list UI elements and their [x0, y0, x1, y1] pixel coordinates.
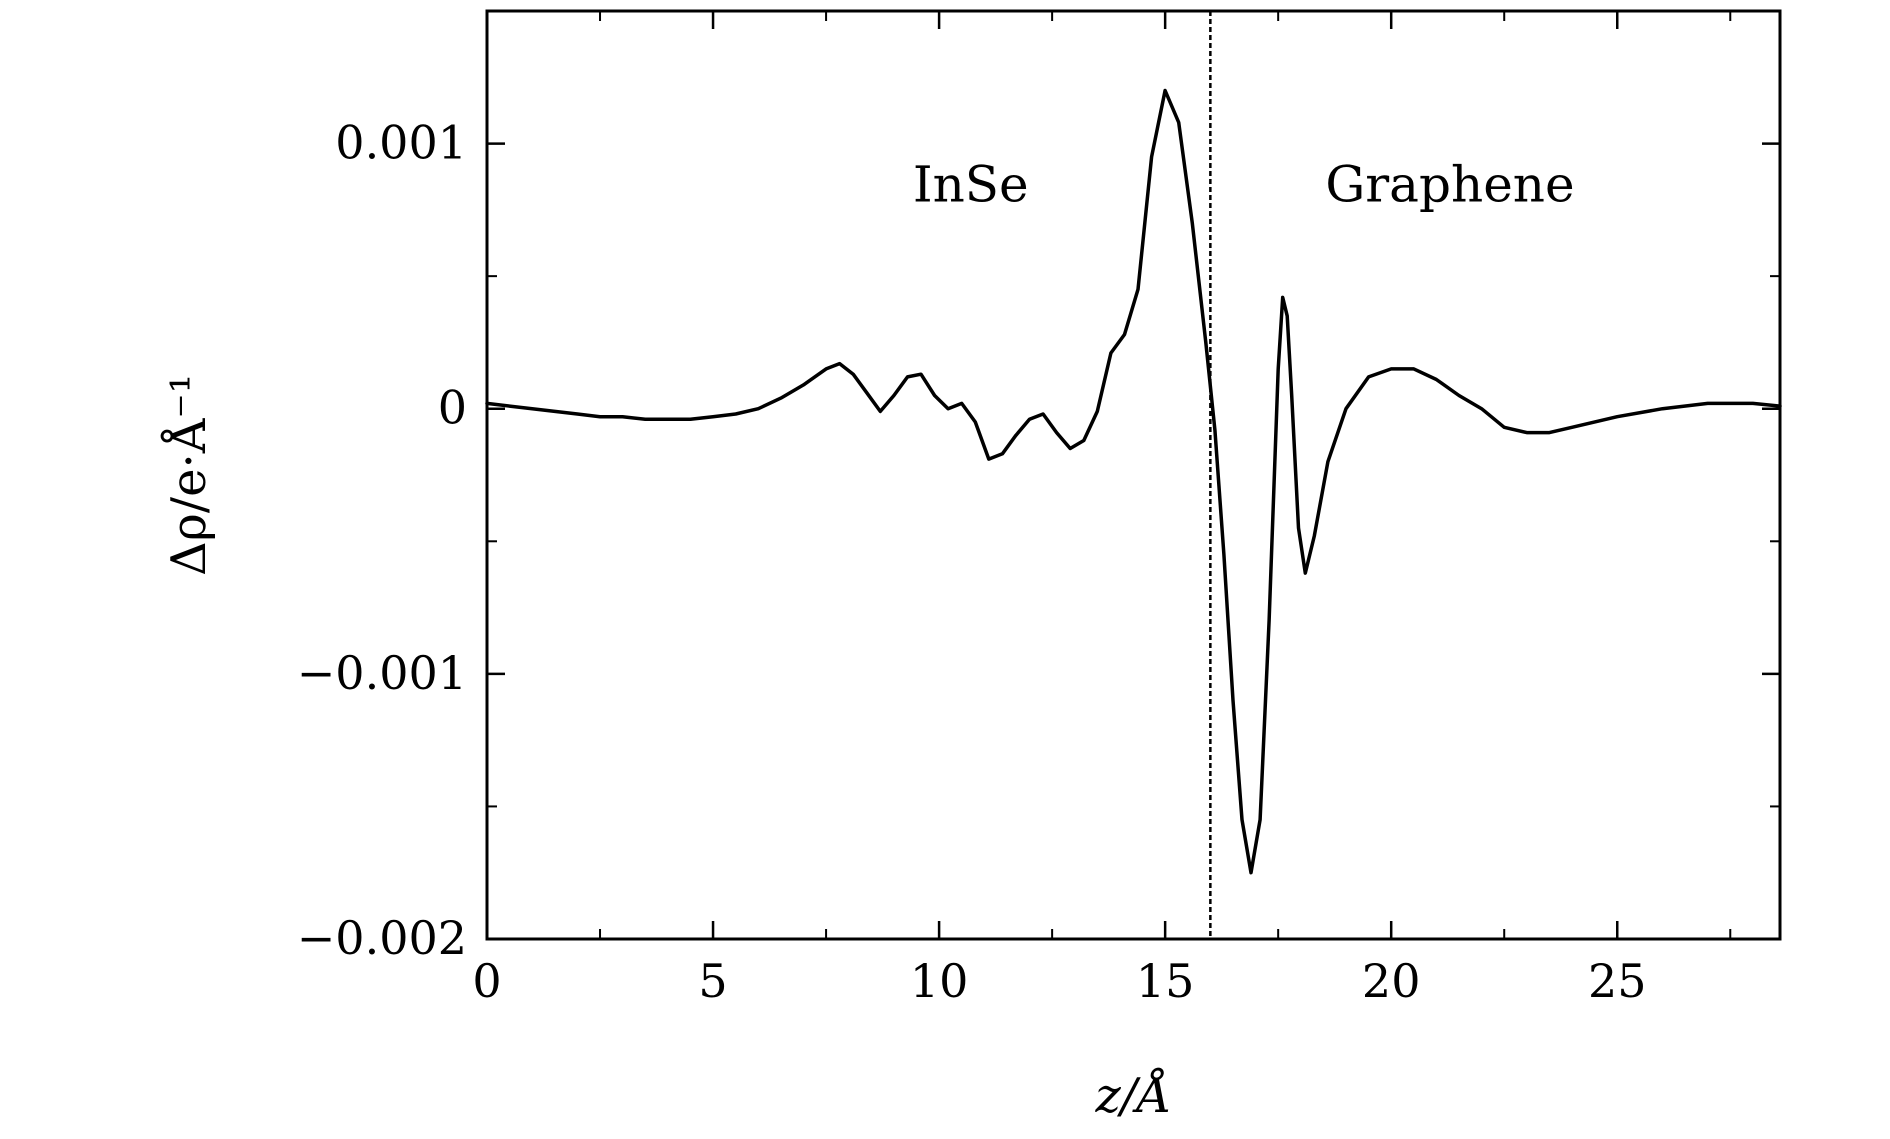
series-group	[485, 88, 1782, 875]
y-tick-label-2: −0.001	[297, 646, 467, 700]
x-tick-label-3: 15	[1136, 954, 1195, 1008]
y-tick-label-3: −0.002	[297, 911, 467, 965]
x-tick-label-1: 5	[698, 954, 727, 1008]
x-tick-label-0: 0	[472, 954, 501, 1008]
annotation-inse: InSe	[913, 155, 1029, 213]
y-axis-title: Δρ/e·Å⁻¹	[160, 374, 217, 576]
plot-frame	[485, 9, 1782, 941]
y-tick-label-0: 0.001	[335, 116, 467, 170]
ticks-group: 0 5 10 15 20 25 0.001 0 −0.001 −0.002	[297, 11, 1780, 1008]
x-axis-title: z/Å	[1094, 1067, 1171, 1124]
x-tick-label-4: 20	[1362, 954, 1421, 1008]
annotations-group: InSe Graphene	[913, 155, 1575, 213]
annotation-graphene: Graphene	[1325, 155, 1574, 213]
x-tick-label-5: 25	[1588, 954, 1647, 1008]
x-tick-label-2: 10	[910, 954, 969, 1008]
y-tick-label-1: 0	[438, 381, 467, 435]
data-line-0	[485, 88, 1782, 875]
